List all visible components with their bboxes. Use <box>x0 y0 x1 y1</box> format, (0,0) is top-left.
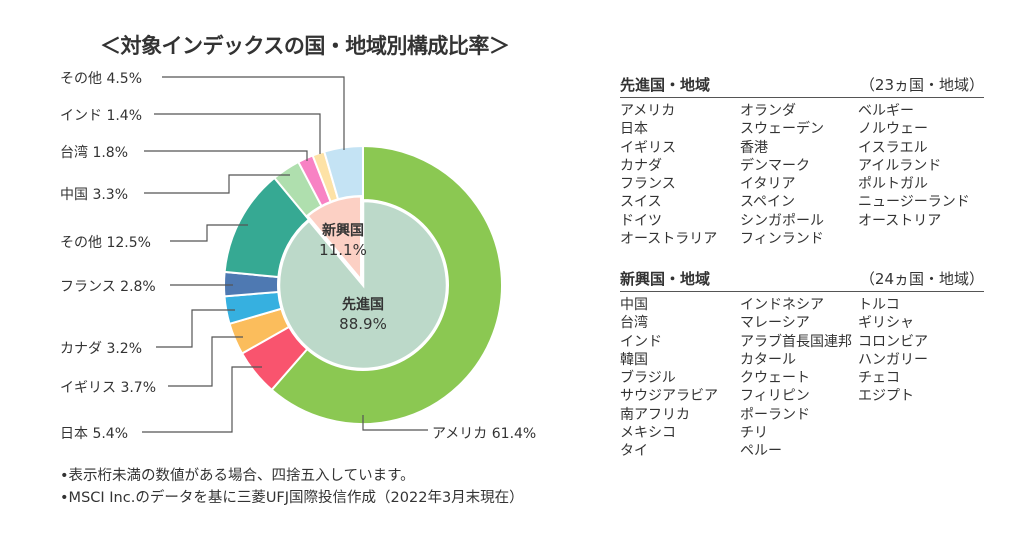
slice-label: その他 12.5% <box>60 235 151 251</box>
footnotes: •表示桁未満の数値がある場合、四捨五入しています。 •MSCI Inc.のデータ… <box>60 465 524 509</box>
slice-label: イギリス 3.7% <box>60 380 157 396</box>
country-item: ハンガリー <box>858 351 928 368</box>
country-item: チェコ <box>858 370 900 387</box>
country-item: ノルウェー <box>858 121 928 138</box>
chart-title: ＜対象インデックスの国・地域別構成比率＞ <box>100 34 510 58</box>
inner-label-name: 先進国 <box>342 296 384 313</box>
developed-heading: 先進国・地域 <box>620 76 711 94</box>
country-item: アイルランド <box>858 157 942 174</box>
emerging-panel: 新興国・地域 （24ヵ国・地域） 中国台湾 インド 韓国ブラジル サウジアラビア 南アフリ… <box>620 268 984 461</box>
leader-line <box>162 76 345 150</box>
country-item: チリ <box>740 425 768 442</box>
inner-slice-1 <box>305 195 363 284</box>
emerging-count: （24ヵ国・地域） <box>859 270 984 288</box>
country-item: イタリア <box>740 176 796 193</box>
country-column: トルコギリシャ コロンビア ハンガリーチェコ エジプト <box>858 296 928 461</box>
slice-label: 日本 5.4% <box>60 426 129 442</box>
country-item: アメリカ <box>620 103 676 119</box>
leader-line <box>144 174 290 194</box>
country-item: コロンビア <box>858 333 928 350</box>
country-item: ドイツ <box>620 212 662 229</box>
country-column: アメリカ日本 イギリス カナダフランス スイス ドイツオーストラリア <box>620 102 740 248</box>
leader-line <box>144 150 308 161</box>
country-item: イギリス <box>620 139 676 156</box>
country-item: マレーシア <box>740 315 810 332</box>
country-item: インドネシア <box>740 297 824 313</box>
country-item: オーストリア <box>858 212 942 229</box>
country-item: エジプト <box>858 388 914 405</box>
country-item: ニュージーランド <box>858 194 970 211</box>
slice-label: 台湾 1.8% <box>60 145 129 161</box>
country-item: オーストラリア <box>620 231 718 248</box>
country-column: オランダスウェーデン 香港 デンマークイタリア スペイン シンガポール フィンランド <box>740 102 858 248</box>
emerging-heading: 新興国・地域 <box>620 270 711 288</box>
country-item: クウェート <box>740 370 810 387</box>
leader-line <box>142 366 262 433</box>
country-item: 香港 <box>740 139 768 156</box>
developed-panel: 先進国・地域 （23ヵ国・地域） アメリカ 日本 イギリス カナダ フランス スイス ドイツオ… <box>620 74 984 248</box>
inner-label-name: 新興国 <box>322 222 364 239</box>
country-item: ブラジル <box>620 370 676 387</box>
country-item: スイス <box>620 194 662 211</box>
country-item: ポルトガル <box>858 176 928 193</box>
country-item: イスラエル <box>858 139 928 156</box>
country-item: 南アフリカ <box>620 406 690 423</box>
slice-label: アメリカ 61.4% <box>432 426 537 442</box>
leader-line <box>362 415 428 431</box>
country-item: ペルー <box>740 443 782 460</box>
slice-label: インド 1.4% <box>60 108 143 124</box>
inner-slice-0 <box>277 199 449 371</box>
country-item: ギリシャ <box>858 315 914 332</box>
leader-line <box>168 336 243 387</box>
slice-label: その他 4.5% <box>60 71 143 87</box>
country-item: フランス <box>620 176 676 193</box>
country-column: ベルギーノルウェー イスラエル アイルランド ポルトガル ニュージーランド オーストリア <box>858 102 970 248</box>
emerging-list: 中国 台湾 インド 韓国 ブラジル サウジアラビア 南アフリカ メキシコ タイ インドネシア マレー… <box>620 296 984 461</box>
footnote: •MSCI Inc.のデータを基に三菱UFJ国際投信作成（2022年3月末現在） <box>60 490 524 506</box>
country-item: スウェーデン <box>740 121 824 138</box>
country-column: 中国台湾 インド 韓国ブラジル サウジアラビア 南アフリカメキシコ タイ <box>620 296 740 461</box>
leader-line <box>170 224 248 242</box>
developed-list: アメリカ 日本 イギリス カナダ フランス スイス ドイツ オーストラリア オランダ スウェーデン… <box>620 102 984 248</box>
country-item: 日本 <box>620 121 648 138</box>
country-item: シンガポール <box>740 212 824 229</box>
country-item: アラブ首長国連邦 <box>740 333 852 350</box>
country-item: カナダ <box>620 157 662 174</box>
country-item: メキシコ <box>620 425 676 442</box>
inner-label-value: 11.1% <box>319 241 367 259</box>
country-item: サウジアラビア <box>620 388 718 405</box>
country-item: インド <box>620 333 662 350</box>
country-item: フィンランド <box>740 231 824 248</box>
donut-chart: 先進国 88.9% 新興国 11.1% <box>142 76 503 433</box>
country-item: カタール <box>740 351 796 368</box>
country-item: 台湾 <box>620 315 648 332</box>
country-column: インドネシア マレーシア アラブ首長国連邦 カタールクウェート フィリピン ポーランドチリ… <box>740 296 858 461</box>
country-item: デンマーク <box>740 157 810 174</box>
slice-label: カナダ 3.2% <box>60 341 143 357</box>
slice-label: 中国 3.3% <box>60 187 129 203</box>
slice-label: フランス 2.8% <box>60 279 156 295</box>
country-item: オランダ <box>740 103 796 119</box>
country-item: タイ <box>620 443 648 460</box>
country-item: フィリピン <box>740 388 810 405</box>
country-item: ベルギー <box>858 103 914 119</box>
leader-line <box>154 113 321 154</box>
country-item: 中国 <box>620 297 648 313</box>
country-item: トルコ <box>858 297 900 313</box>
developed-count: （23ヵ国・地域） <box>859 76 984 94</box>
country-item: ポーランド <box>740 406 810 423</box>
country-item: スペイン <box>740 194 796 211</box>
inner-label-value: 88.9% <box>339 315 387 333</box>
footnote: •表示桁未満の数値がある場合、四捨五入しています。 <box>60 468 415 484</box>
country-item: 韓国 <box>620 351 648 368</box>
leader-line <box>156 309 235 348</box>
